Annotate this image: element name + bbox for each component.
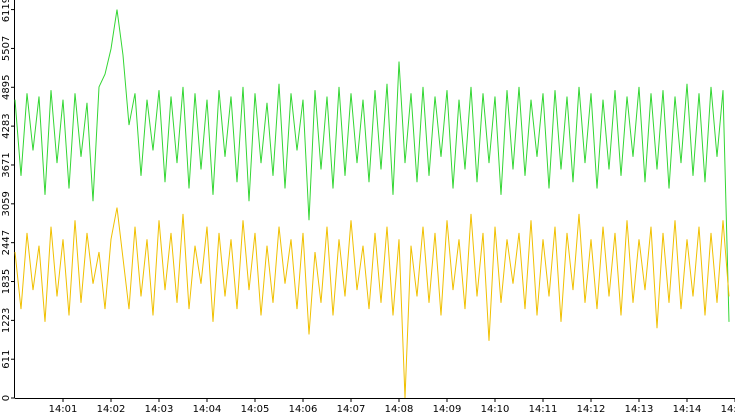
y-tick-label: 0	[1, 395, 12, 401]
y-tick-label: 4283	[1, 113, 12, 138]
x-tick-label: 14:13	[625, 404, 654, 415]
x-tick-label: 14:03	[145, 404, 174, 415]
x-tick-label: 14:07	[337, 404, 366, 415]
y-tick-label: 1835	[1, 269, 12, 294]
series-line	[14, 207, 730, 399]
y-tick-label: 6119	[1, 0, 12, 22]
x-tick-label: 14:06	[289, 404, 318, 415]
x-tick-label: 14:09	[433, 404, 462, 415]
y-tick-label: 5507	[1, 36, 12, 61]
x-tick-label: 14:11	[529, 404, 558, 415]
x-tick-label: 14:10	[481, 404, 510, 415]
x-tick-label: 14:15	[721, 404, 735, 415]
y-tick-label: 4895	[1, 75, 12, 100]
x-tick-label: 14:12	[577, 404, 606, 415]
y-tick-label: 1223	[1, 308, 12, 333]
x-tick-label: 14:14	[673, 404, 702, 415]
y-tick-label: 3059	[1, 191, 12, 216]
x-tick-label: 14:04	[193, 404, 222, 415]
x-tick-label: 14:08	[385, 404, 414, 415]
x-tick-label: 14:05	[241, 404, 270, 415]
y-tick-label: 611	[1, 350, 12, 369]
series-line	[14, 9, 730, 322]
y-tick-label: 3671	[1, 152, 12, 177]
y-tick-label: 2447	[1, 230, 12, 255]
x-tick-label: 14:01	[49, 404, 78, 415]
x-tick-label: 14:02	[97, 404, 126, 415]
